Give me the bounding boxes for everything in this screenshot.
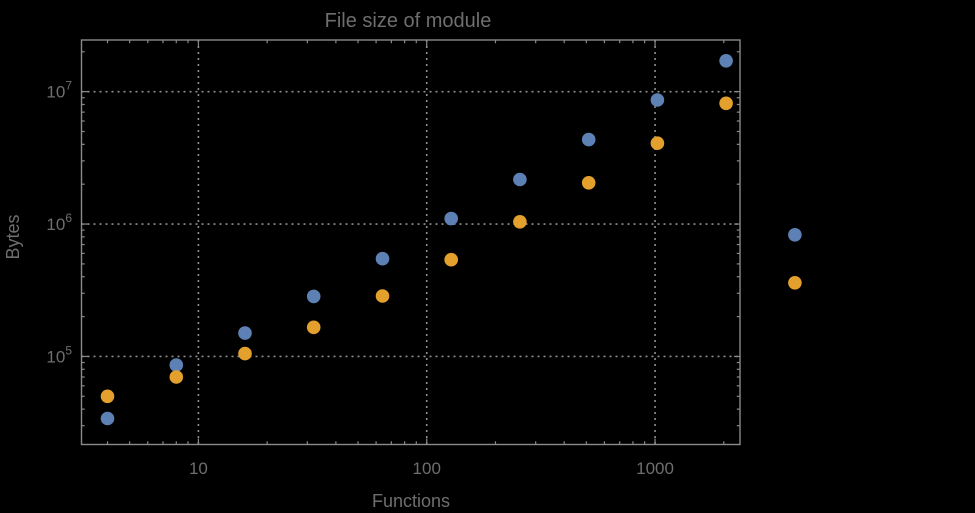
x-tick-label: 100 (413, 459, 441, 478)
axis-ticks (81, 40, 740, 445)
data-point-series-orange (238, 346, 252, 361)
data-point-series-blue (650, 93, 665, 107)
data-point-series-blue (513, 172, 527, 187)
x-tick-label: 1000 (636, 459, 674, 478)
data-point-series-orange (788, 276, 802, 290)
y-tick-exponent: 7 (65, 79, 72, 93)
data-point-series-blue (238, 326, 252, 340)
data-point-series-orange (306, 320, 321, 335)
data-point-series-blue (581, 132, 596, 147)
data-point-series-blue (719, 54, 733, 68)
data-point-series-orange (100, 389, 115, 404)
data-point-series-blue (788, 228, 802, 242)
chart-title: File size of module (325, 10, 492, 32)
data-point-series-orange (719, 96, 733, 111)
data-points (100, 54, 802, 426)
y-tick-exponent: 5 (65, 343, 72, 357)
data-point-series-orange (169, 370, 184, 384)
data-point-series-blue (100, 411, 115, 426)
y-tick-label: 105 (46, 343, 72, 366)
data-point-series-blue (169, 358, 184, 372)
data-point-series-orange (375, 289, 390, 303)
data-point-series-blue (444, 211, 459, 226)
x-axis-label: Functions (372, 491, 450, 511)
data-point-series-blue (306, 289, 321, 304)
tick-labels: 10 100 1000 105 106 107 (46, 79, 674, 478)
y-axis-label: Bytes (3, 214, 23, 259)
gridlines (81, 40, 740, 445)
data-point-series-blue (375, 251, 390, 266)
data-point-series-orange (444, 252, 459, 267)
x-tick-label: 10 (189, 459, 208, 478)
data-point-series-orange (513, 215, 527, 229)
data-point-series-orange (650, 136, 665, 150)
y-tick-label: 106 (46, 211, 72, 234)
data-point-series-orange (581, 176, 596, 190)
plot-frame (80, 39, 741, 446)
y-tick-label: 107 (46, 79, 72, 102)
y-tick-exponent: 6 (65, 211, 72, 225)
